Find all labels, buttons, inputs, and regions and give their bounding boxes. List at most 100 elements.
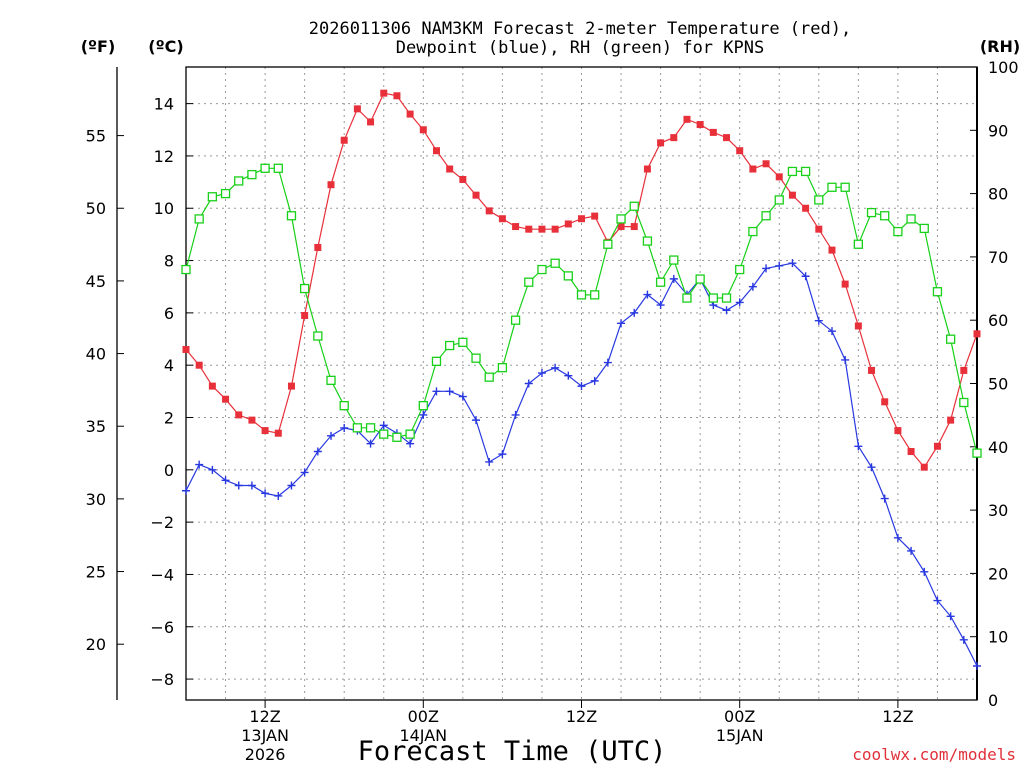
rh-point <box>906 214 916 224</box>
rh-point <box>194 214 204 224</box>
dewpoint-point <box>630 308 639 317</box>
temperature-point <box>222 395 230 403</box>
dewpoint-point <box>656 301 665 310</box>
rh-point <box>234 176 244 186</box>
dewpoint-point <box>261 489 270 498</box>
dewpoint-point <box>366 439 375 448</box>
rh-point <box>365 423 376 433</box>
dewpoint-point <box>419 410 428 419</box>
dewpoint-point <box>182 486 190 495</box>
dewpoint-point <box>445 387 454 396</box>
temperature-point <box>841 280 849 288</box>
x-tick-date: 13JAN <box>241 726 289 745</box>
temperature-point <box>182 345 190 353</box>
rh-point <box>827 182 837 192</box>
rh-tick-label: 60 <box>988 311 1008 330</box>
rh-point <box>563 271 573 281</box>
rh-point <box>220 188 231 199</box>
celsius-tick-label: 6 <box>164 304 174 323</box>
fahrenheit-tick-label: 55 <box>86 127 106 146</box>
rh-point <box>642 236 653 246</box>
dewpoint-point <box>300 468 309 477</box>
temperature-point <box>498 215 506 223</box>
dewpoint-point <box>524 379 533 388</box>
temperature-point <box>235 411 243 419</box>
temperature-point <box>301 311 309 319</box>
temperature-point <box>578 215 585 223</box>
dewpoint-point <box>379 421 388 430</box>
dewpoint-point <box>643 290 652 299</box>
rh-tick-label: 10 <box>988 628 1008 647</box>
fahrenheit-tick-label: 50 <box>86 199 106 218</box>
dewpoint-point <box>735 298 744 307</box>
dewpoint-point <box>880 494 889 503</box>
rh-tick-label: 0 <box>988 691 998 710</box>
temperature-point <box>657 139 665 147</box>
temperature-point <box>973 330 981 338</box>
temperature-point <box>419 126 427 134</box>
celsius-tick-label: 10 <box>154 199 174 218</box>
dewpoint-point <box>406 439 415 448</box>
dewpoint-point <box>841 355 850 364</box>
rh-point <box>524 277 534 287</box>
temperature-point <box>380 89 388 97</box>
temperature-point <box>709 128 717 136</box>
temperature-point <box>367 118 375 126</box>
temperature-point <box>683 115 691 123</box>
rh-point <box>787 166 798 177</box>
axes: 14121086420−2−4−6−812Z13JAN202600Z14JAN1… <box>86 58 1019 764</box>
temperature-point <box>788 191 796 199</box>
rh-point <box>550 258 560 268</box>
temperature-point <box>960 366 968 374</box>
rh-point <box>326 375 336 385</box>
dewpoint-point <box>748 282 757 291</box>
rh-point <box>669 255 679 265</box>
rh-point <box>405 429 415 439</box>
rh-point <box>616 214 626 224</box>
rh-point <box>352 423 363 433</box>
temperature-point <box>446 165 454 173</box>
temperature-point <box>815 225 823 233</box>
dewpoint-point <box>485 457 494 466</box>
dewpoint-point <box>669 274 678 283</box>
rh-point <box>576 290 587 300</box>
temperature-point <box>327 181 335 189</box>
x-tick-label: 12Z <box>566 707 597 726</box>
rh-point <box>840 182 850 192</box>
dewpoint-point <box>867 463 876 472</box>
celsius-tick-label: 12 <box>154 147 174 166</box>
dewpoint-point <box>340 423 349 432</box>
rh-point <box>471 353 481 363</box>
temperature-point <box>868 366 876 374</box>
temperature-point <box>208 382 216 390</box>
dewpoint-point <box>814 316 823 325</box>
temperature-point <box>762 160 770 168</box>
rh-point <box>695 274 705 284</box>
celsius-tick-label: −4 <box>150 565 174 584</box>
temperature-point <box>564 220 572 228</box>
rh-point <box>537 264 547 275</box>
temperature-point <box>894 427 902 435</box>
celsius-tick-label: 4 <box>164 356 174 375</box>
rh-point <box>286 211 297 221</box>
rh-point <box>748 226 758 237</box>
rh-tick-label: 80 <box>988 185 1008 204</box>
temperature-point <box>920 463 928 471</box>
celsius-tick-label: 2 <box>164 409 174 428</box>
rh-point <box>273 163 283 173</box>
temperature-point <box>947 416 955 424</box>
temperature-point <box>340 136 348 144</box>
x-tick-label: 00Z <box>724 707 755 726</box>
rh-point <box>181 264 191 275</box>
rh-point <box>260 163 270 173</box>
rh-point <box>510 315 521 325</box>
dewpoint-point <box>973 661 981 670</box>
temperature-point <box>696 121 704 129</box>
rh-point <box>774 195 784 205</box>
fahrenheit-tick-label: 25 <box>86 563 106 582</box>
dewpoint-point <box>537 369 546 378</box>
dewpoint-point <box>458 392 467 401</box>
rh-point <box>959 397 969 408</box>
temperature-point <box>525 225 533 233</box>
